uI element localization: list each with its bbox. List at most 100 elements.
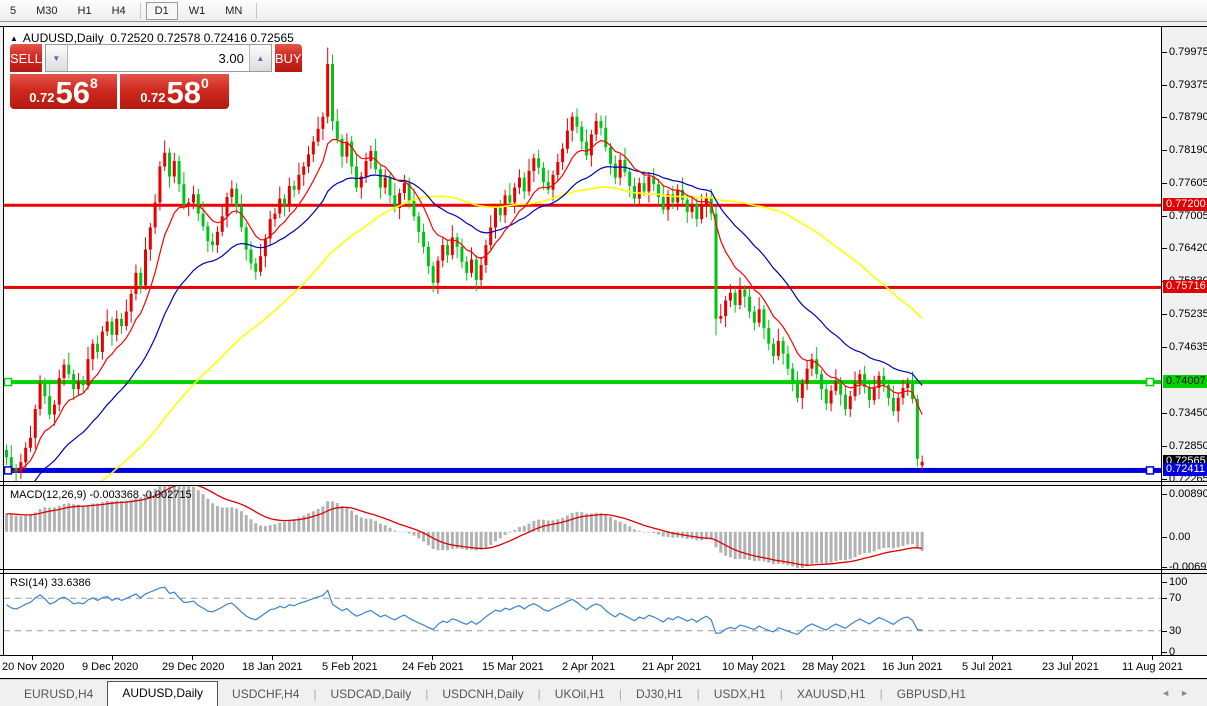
price-tick-label: 0.77605 (1169, 176, 1207, 189)
horizontal-line-0.75716[interactable] (4, 285, 1161, 289)
timeframe-button-m30[interactable]: M30 (36, 4, 58, 17)
time-tick-mark (672, 656, 673, 660)
macd-name: MACD(12,26,9) (10, 489, 87, 501)
timeframe-button-h4[interactable]: H4 (111, 4, 126, 17)
price-badge-0.75716: 0.75716 (1163, 280, 1207, 294)
price-tick-label: 0.79975 (1169, 45, 1207, 58)
time-tick-mark (1152, 656, 1153, 660)
macd-pane[interactable] (4, 486, 1161, 569)
volume-increase-icon[interactable]: ▲ (248, 45, 271, 71)
line-handle[interactable] (1145, 466, 1155, 475)
time-tick-mark (1072, 656, 1073, 660)
timeframe-button-5[interactable]: 5 (10, 4, 17, 17)
scale-tick-mark (1162, 412, 1167, 414)
sell-price-pip: 8 (90, 75, 98, 91)
time-tick-mark (32, 656, 33, 660)
symbol-tab-bar: EURUSD,H4 AUDUSD,Daily USDCHF,H4 | USDCAD,Da… (0, 679, 1207, 706)
splitter-line (0, 481, 1207, 482)
line-handle[interactable] (1145, 377, 1155, 387)
price-tick-label: 0.77005 (1169, 210, 1207, 223)
price-tick-label: 0.78790 (1169, 111, 1207, 124)
x-axis-date-label: 10 May 2021 (722, 661, 786, 673)
macd-tick-label: -0.00697 (1169, 561, 1207, 573)
time-tick-mark (992, 656, 993, 660)
tab-scroll-right-icon[interactable]: ► (1180, 688, 1199, 698)
x-axis-date-label: 24 Feb 2021 (402, 661, 464, 673)
price-tick-label: 0.72850 (1169, 440, 1207, 453)
scale-tick-mark (1162, 182, 1167, 184)
time-tick-mark (592, 656, 593, 660)
tab-eurusd-h4[interactable]: EURUSD,H4 (24, 687, 94, 701)
macd-signal-line (6, 486, 923, 566)
timeframe-toolbar: 5 M30 H1 H4 D1 W1 MN (0, 0, 1207, 22)
price-tick-label: 0.73450 (1169, 406, 1207, 419)
x-axis-date-label: 15 Mar 2021 (482, 661, 544, 673)
collapse-panel-icon[interactable]: ▲ (10, 34, 18, 43)
horizontal-line-0.74007[interactable] (4, 380, 1161, 385)
horizontal-line-0.72411[interactable] (4, 467, 1161, 473)
rsi-pane[interactable] (4, 574, 1161, 655)
line-handle[interactable] (4, 466, 13, 475)
tab-usdcad-daily[interactable]: USDCAD,Daily (330, 687, 412, 701)
chart-bottom-border (0, 678, 1207, 679)
ema-10-line (6, 138, 923, 473)
tab-usdx-h1[interactable]: USDX,H1 (713, 687, 766, 701)
x-axis-date-label: 28 May 2021 (802, 661, 866, 673)
toolbar-separator (139, 2, 141, 19)
timeframe-button-mn[interactable]: MN (225, 4, 243, 17)
scale-tick-mark (1162, 446, 1167, 448)
tab-xauusd-h1[interactable]: XAUUSD,H1 (796, 687, 866, 701)
splitter-line (0, 569, 1207, 570)
scale-tick-mark (1162, 314, 1167, 316)
tab-scroll-left-icon[interactable]: ◄ (1161, 688, 1181, 698)
macd-indicator-label: MACD(12,26,9) -0.003368 -0.002715 (10, 489, 192, 501)
price-scale-separator (1161, 26, 1162, 656)
timeframe-button-d1[interactable]: D1 (145, 1, 178, 20)
buy-button[interactable]: BUY (274, 44, 302, 72)
price-tick-label: 0.79375 (1169, 78, 1207, 91)
chart-left-border (3, 26, 4, 656)
tab-separator: | (879, 687, 883, 701)
tab-separator: | (696, 687, 700, 701)
toolbar-separator (256, 2, 258, 19)
timeframe-button-w1[interactable]: W1 (188, 4, 206, 17)
volume-input[interactable] (67, 45, 249, 71)
tab-audusd-daily[interactable]: AUDUSD,Daily (107, 681, 219, 706)
x-axis-date-label: 18 Jan 2021 (242, 661, 303, 673)
line-handle[interactable] (4, 377, 13, 387)
tab-dj30-h1[interactable]: DJ30,H1 (635, 687, 683, 701)
price-badge-0.72411: 0.72411 (1163, 463, 1207, 477)
x-axis-date-label: 5 Jul 2021 (962, 661, 1013, 673)
tab-separator: | (779, 687, 783, 701)
tab-ukoil-h1[interactable]: UKOil,H1 (554, 687, 605, 701)
price-tick-label: 0.74635 (1169, 341, 1207, 354)
macd-tick-label: 0.008903 (1169, 488, 1207, 501)
x-axis-date-label: 16 Jun 2021 (882, 661, 943, 673)
chart-ohlc-values: 0.72520 0.72578 0.72416 0.72565 (110, 31, 294, 45)
horizontal-line-0.772[interactable] (4, 203, 1161, 207)
chart-window: 0.79975 0.79375 0.78790 0.78190 0.77605 0.770… (0, 26, 1207, 679)
macd-values: -0.003368 -0.002715 (89, 489, 192, 501)
tab-usdchf-h4[interactable]: USDCHF,H4 (232, 687, 300, 701)
buy-price-prefix: 0.72 (140, 90, 166, 105)
sell-button[interactable]: SELL (10, 44, 42, 72)
scale-tick-mark (1162, 567, 1167, 568)
volume-decrease-icon[interactable]: ▼ (45, 45, 68, 71)
splitter-line (0, 573, 1207, 574)
tab-usdcnh-daily[interactable]: USDCNH,Daily (442, 687, 524, 701)
scale-tick-mark (1162, 248, 1167, 250)
time-tick-mark (832, 656, 833, 660)
tab-separator: | (618, 687, 622, 701)
buy-price-button[interactable]: 0.72 58 0 (120, 74, 229, 109)
price-badge-0.74007: 0.74007 (1163, 375, 1207, 389)
x-axis-date-label: 11 Aug 2021 (1122, 661, 1183, 673)
time-tick-mark (192, 656, 193, 660)
tab-separator: | (313, 687, 317, 701)
timeframe-button-h1[interactable]: H1 (77, 4, 92, 17)
sell-price-button[interactable]: 0.72 56 8 (10, 74, 117, 109)
rsi-name: RSI(14) (10, 577, 48, 589)
tab-gbpusd-h1[interactable]: GBPUSD,H1 (896, 687, 967, 701)
scale-tick-mark (1162, 216, 1167, 218)
rsi-tick-label: 70 (1169, 592, 1182, 605)
scale-tick-mark (1162, 630, 1167, 632)
